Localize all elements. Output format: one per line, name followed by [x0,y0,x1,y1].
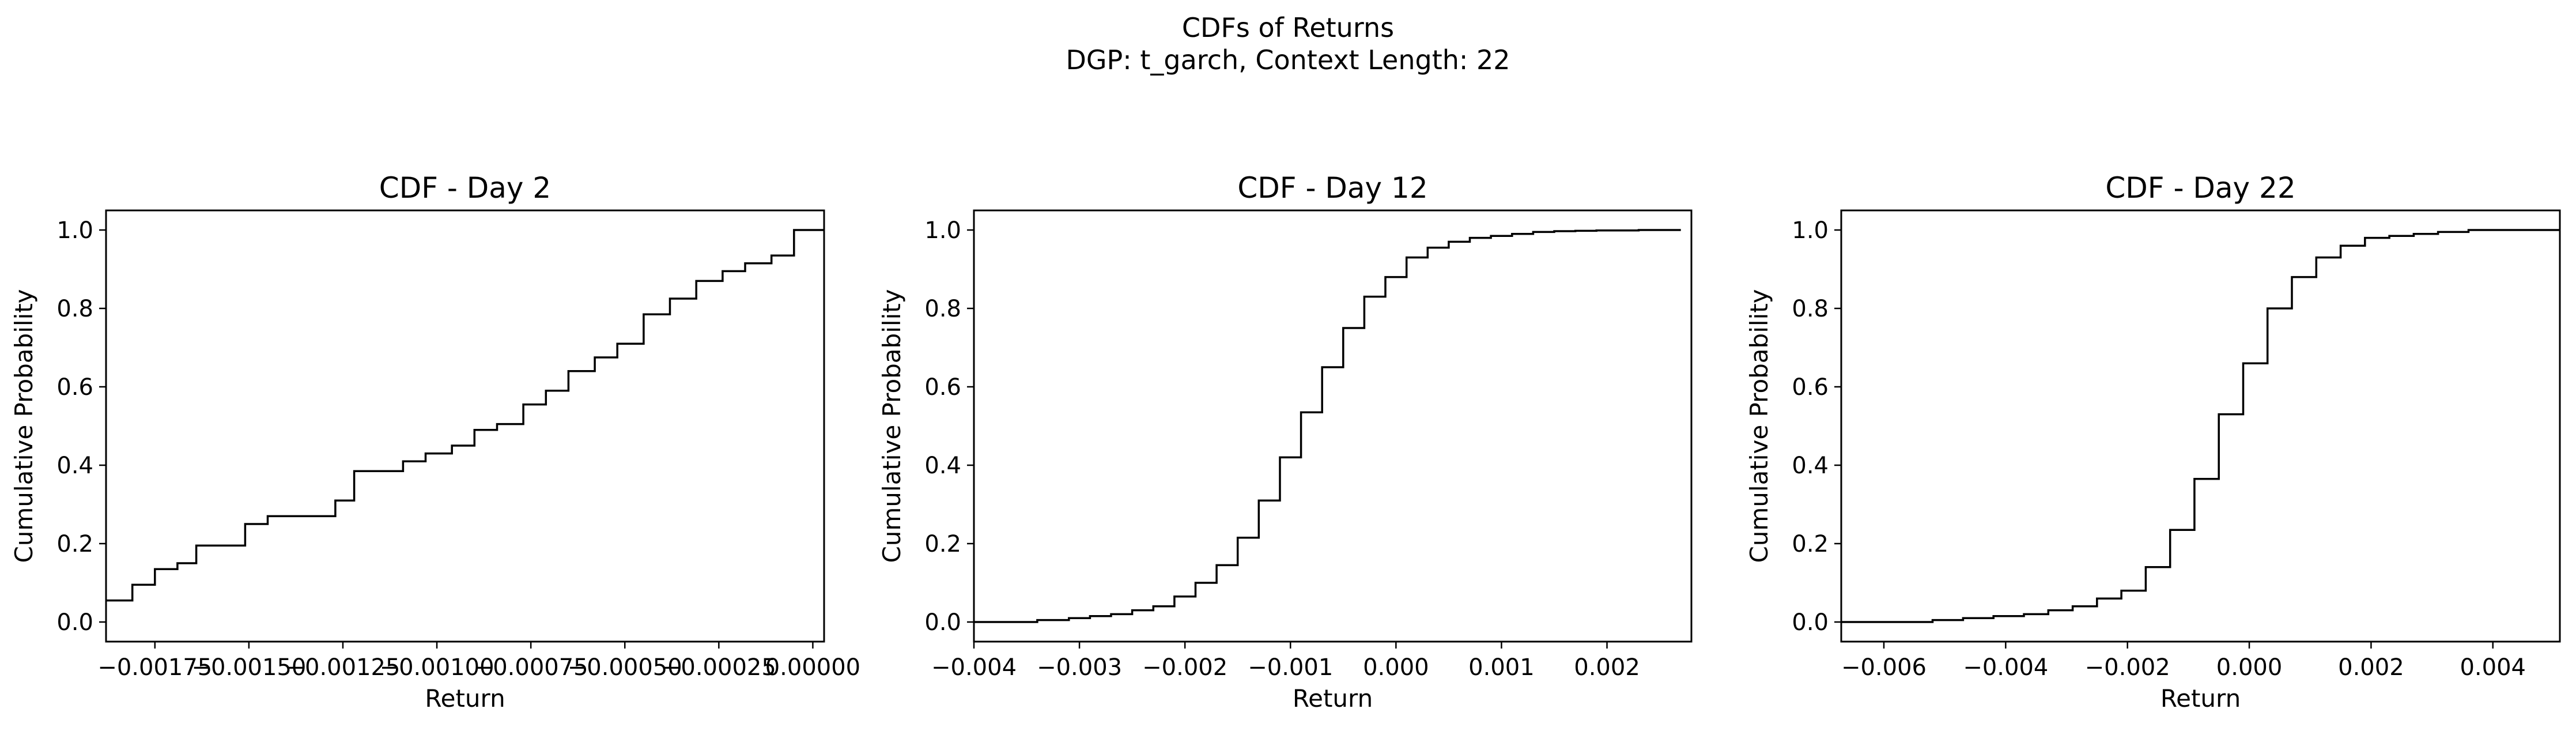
figure-title: CDFs of Returns [1182,12,1394,43]
cdf-step-line [1841,229,2560,623]
y-tick-label: 0.6 [924,374,961,401]
panel-title: CDF - Day 12 [1237,171,1427,205]
y-tick-label: 0.4 [924,453,961,479]
x-axis-label: Return [425,684,505,713]
y-tick-label: 0.2 [924,531,961,557]
y-tick-label: 0.8 [56,296,93,322]
cdf-step-line [974,229,1681,623]
x-tick-label: 0.000 [2216,654,2283,681]
cdf-step-line [106,229,824,602]
x-tick-label: −0.001 [1248,654,1333,681]
x-tick-label: 0.002 [2338,654,2404,681]
y-tick-label: 0.6 [1792,374,1829,401]
x-tick-label: 0.00000 [765,654,860,681]
y-tick-label: 0.6 [56,374,93,401]
axes-frame [973,209,1693,643]
x-tick-label: −0.006 [1841,654,1927,681]
x-tick-label: −0.002 [2085,654,2170,681]
axes-frame [105,209,825,643]
x-tick-label: −0.00175 [97,654,212,681]
x-tick-label: 0.004 [2460,654,2526,681]
y-tick-label: 0.4 [1792,453,1829,479]
x-tick-label: −0.00100 [380,654,494,681]
x-tick-label: −0.00075 [474,654,588,681]
x-axis-label: Return [1293,684,1373,713]
x-tick-label: 0.002 [1574,654,1640,681]
cdf-panel-3: −0.006 −0.004 −0.002 0.000 0.002 0.004 0.0 0.2 0… [1745,171,2561,713]
y-tick-label: 1.0 [924,217,961,244]
y-tick-label: 0.2 [1792,531,1829,557]
y-tick-label: 0.0 [924,609,961,636]
axes-frame [1840,209,2561,643]
cdf-panel-2: −0.004 −0.003 −0.002 −0.001 0.000 0.001 0.002 0… [878,171,1693,713]
y-axis-label: Cumulative Probability [1745,289,1773,563]
y-tick-label: 1.0 [1792,217,1829,244]
y-tick-label: 0.0 [56,609,93,636]
y-tick-label: 0.4 [56,453,93,479]
x-tick-label: −0.00150 [191,654,306,681]
x-tick-label: −0.00025 [662,654,776,681]
y-tick-label: 0.2 [56,531,93,557]
x-axis-label: Return [2160,684,2241,713]
x-tick-label: −0.003 [1037,654,1122,681]
y-tick-label: 0.8 [924,296,961,322]
y-tick-label: 1.0 [56,217,93,244]
y-tick-label: 0.0 [1792,609,1829,636]
x-tick-label: 0.001 [1468,654,1535,681]
cdf-panel-1: −0.00175−0.00150−0.00125−0.00100−0.00075… [10,171,860,713]
y-axis-label: Cumulative Probability [10,289,38,563]
panel-title: CDF - Day 22 [2105,171,2295,205]
panel-title: CDF - Day 2 [379,171,551,205]
x-tick-label: 0.000 [1363,654,1429,681]
y-tick-label: 0.8 [1792,296,1829,322]
y-axis-label: Cumulative Probability [878,289,906,563]
x-tick-label: −0.004 [1963,654,2048,681]
figure-subtitle: DGP: t_garch, Context Length: 22 [1066,44,1510,76]
x-tick-label: −0.00050 [568,654,682,681]
x-tick-label: −0.00125 [286,654,401,681]
x-tick-label: −0.004 [931,654,1017,681]
x-tick-label: −0.002 [1142,654,1227,681]
